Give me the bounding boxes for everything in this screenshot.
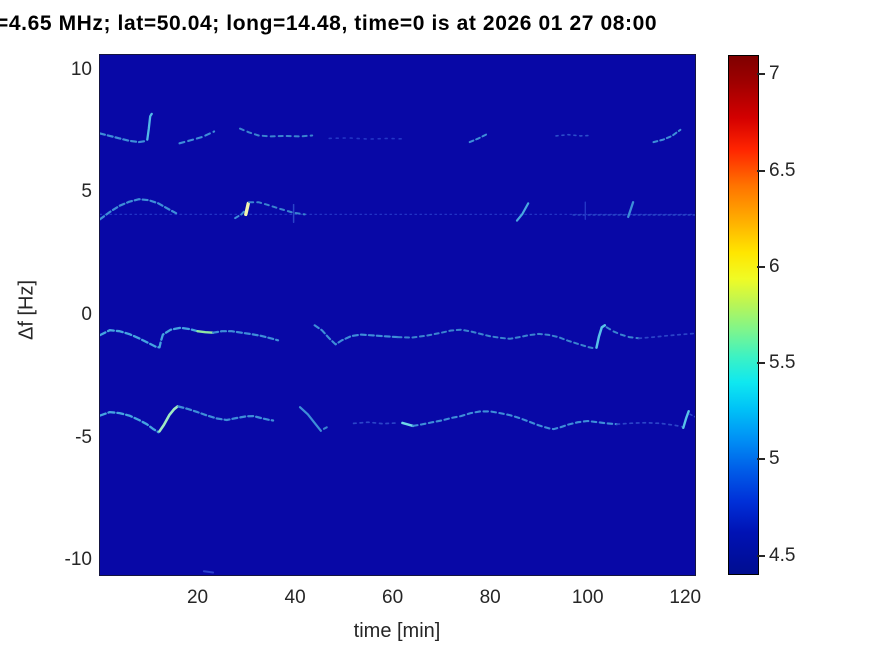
doppler-trace-minus4Hz-segment [689,413,695,418]
doppler-trace-minus1Hz-segment [313,324,399,346]
y-tick-label: 10 [70,58,92,80]
figure-title: =4.65 MHz; lat=50.04; long=14.48, time=0… [0,12,658,35]
x-tick-label: 100 [571,587,604,608]
doppler-trace-minus4Hz-segment [177,405,275,422]
doppler-trace-plus7Hz-segment [146,112,153,141]
doppler-trace-minus4Hz-segment [412,410,619,431]
spectrogram-traces [100,112,695,574]
doppler-trace-minus4Hz-segment [352,421,399,425]
doppler-trace-plus4Hz-segment [234,209,247,220]
colorbar-tick-mark [757,73,765,76]
doppler-trace-minus4Hz-segment [401,421,415,428]
colorbar-tick-mark [757,458,765,461]
doppler-trace-minus4Hz-segment [298,406,322,432]
colorbar-tick-label: 6 [769,255,780,277]
doppler-trace-minus1Hz-segment [100,326,199,349]
doppler-trace-plus4Hz-segment [244,201,251,217]
doppler-trace-plus4Hz-segment [627,201,635,219]
doppler-trace-plus7Hz-segment [555,133,591,137]
x-tick-label: 20 [186,587,209,608]
colorbar-tick-label: 4.5 [769,544,796,566]
doppler-trace-minus1Hz-segment [196,330,215,334]
x-tick-label: 40 [284,587,306,608]
colorbar-tick-label: 6.5 [769,159,796,181]
doppler-trace-plus4Hz-segment [515,202,530,222]
y-tick-label: 0 [81,304,92,325]
doppler-trace-plus4Hz-segment [100,198,178,221]
colorbar-tick-label: 5.5 [769,352,796,374]
doppler-trace-plus4Hz-segment [248,201,306,216]
doppler-trace-plus7Hz-segment [178,130,216,145]
doppler-trace-minus4Hz-segment [158,405,179,433]
doppler-trace-plus7Hz-segment [468,132,490,144]
doppler-trace-minus4Hz-segment [682,410,690,429]
doppler-trace-plus7Hz-segment [239,127,314,138]
doppler-trace-minus1Hz-segment [638,332,695,340]
x-tick-label: 120 [669,587,702,608]
colorbar-tick-mark [757,362,765,365]
colorbar-tick-mark [757,265,765,268]
bottom-edge-blip-segment [202,570,215,574]
y-tick-label: 5 [81,181,92,203]
doppler-trace-plus7Hz-segment [100,132,148,144]
colorbar-tick-mark [757,169,765,172]
doppler-trace-minus4Hz-segment [322,426,328,430]
y-tick-label: -5 [75,426,92,448]
y-tick-label: -10 [64,549,92,571]
doppler-trace-minus1Hz-segment [605,326,640,340]
doppler-trace-minus4Hz-segment [616,421,684,428]
colorbar-tick-label: 7 [769,63,780,85]
x-tick-label: 60 [382,587,404,608]
doppler-trace-minus1Hz-segment [396,328,596,350]
x-axis-label: time [min] [353,620,441,642]
doppler-trace-minus4Hz-segment [100,410,160,434]
doppler-trace-plus7Hz-segment [328,137,404,140]
x-tick-label: 80 [479,587,501,608]
doppler-trace-plus7Hz-segment [652,128,682,144]
y-axis-label: Δf [Hz] [15,279,38,341]
doppler-trace-minus1Hz-segment [211,330,280,342]
doppler-trace-minus1Hz-segment [595,324,607,349]
plot-area [99,54,696,576]
colorbar-tick-label: 5 [769,448,780,470]
colorbar-tick-mark [757,554,765,557]
colorbar [728,55,759,575]
